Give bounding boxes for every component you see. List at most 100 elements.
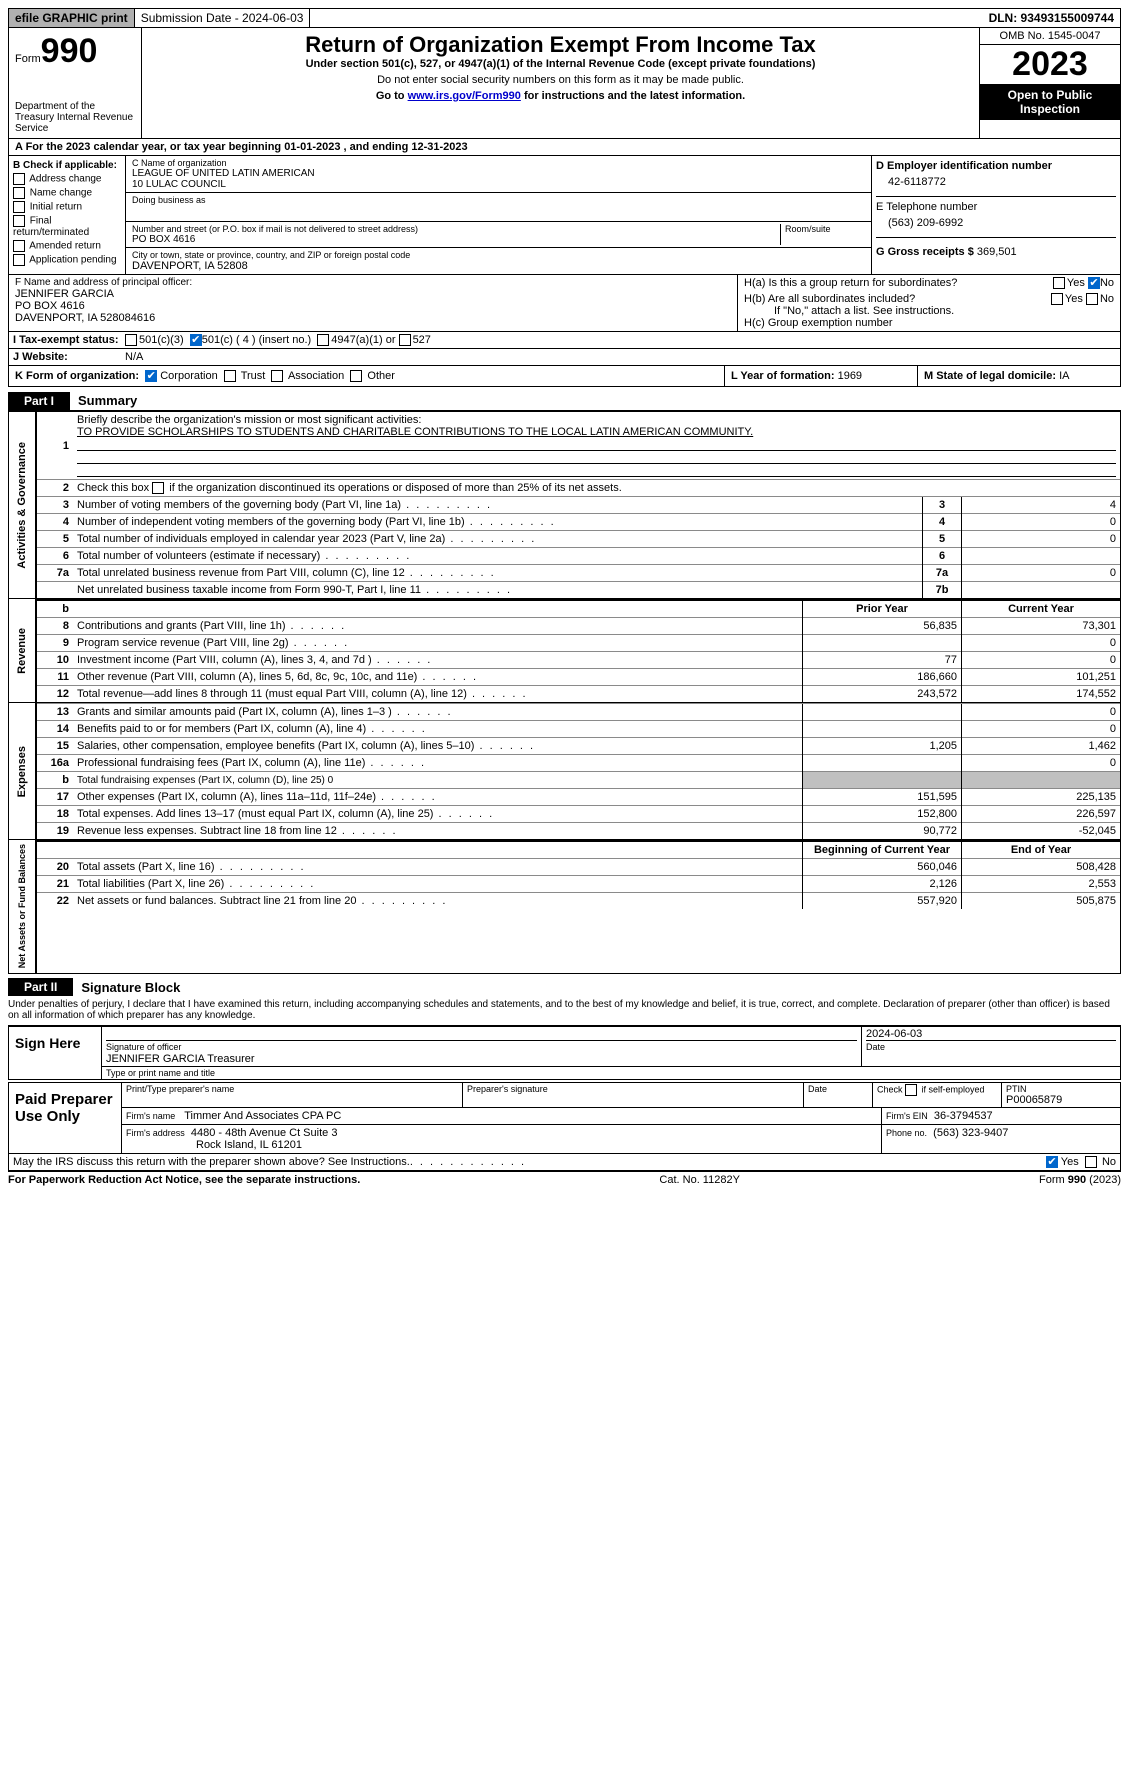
colb-checkbox[interactable]	[13, 240, 25, 252]
hb-note: If "No," attach a list. See instructions…	[744, 305, 1114, 317]
website-row: J Website: N/A	[8, 349, 1121, 366]
ein: 42-6118772	[876, 172, 1116, 196]
section-a: A For the 2023 calendar year, or tax yea…	[8, 139, 1121, 156]
sign-date-label: Date	[866, 1042, 885, 1052]
firm-addr1: 4480 - 48th Avenue Ct Suite 3	[191, 1127, 338, 1139]
firm-name-label: Firm's name	[126, 1111, 175, 1121]
corp-checkbox[interactable]: ✔	[145, 370, 157, 382]
part1-tab: Part I	[8, 392, 70, 410]
goto-post: for instructions and the latest informat…	[521, 90, 745, 102]
firm-ein: 36-3794537	[934, 1110, 993, 1122]
preparer-sig-label: Preparer's signature	[463, 1083, 804, 1107]
ha-no-checkbox[interactable]: ✔	[1088, 277, 1100, 289]
m-label: M State of legal domicile:	[924, 370, 1056, 382]
4947-checkbox[interactable]	[317, 334, 329, 346]
k-label: K Form of organization:	[15, 370, 139, 382]
org-name: LEAGUE OF UNITED LATIN AMERICAN 10 LULAC…	[132, 168, 865, 190]
501c-checkbox[interactable]: ✔	[190, 334, 202, 346]
end-year-header: End of Year	[962, 841, 1121, 859]
begin-year-header: Beginning of Current Year	[803, 841, 962, 859]
self-employed-checkbox[interactable]	[905, 1084, 917, 1096]
paid-preparer-block: Paid Preparer Use Only Print/Type prepar…	[8, 1082, 1121, 1154]
fh-row: F Name and address of principal officer:…	[8, 275, 1121, 332]
form-word: Form	[15, 53, 41, 65]
line2-checkbox[interactable]	[152, 482, 164, 494]
footer: For Paperwork Reduction Act Notice, see …	[8, 1171, 1121, 1186]
tax-year: 2023	[980, 45, 1120, 84]
public-inspection: Open to Public Inspection	[980, 84, 1120, 120]
officer-name: JENNIFER GARCIA	[15, 288, 731, 300]
footer-right: Form 990 (2023)	[1039, 1174, 1121, 1186]
sign-here-label: Sign Here	[9, 1027, 102, 1079]
bcd-grid: B Check if applicable: Address change Na…	[8, 156, 1121, 275]
discuss-text: May the IRS discuss this return with the…	[13, 1156, 410, 1168]
column-c: C Name of organization LEAGUE OF UNITED …	[126, 156, 872, 274]
discuss-no-checkbox[interactable]	[1085, 1156, 1097, 1168]
firm-phone: (563) 323-9407	[933, 1127, 1008, 1139]
ha-yes-checkbox[interactable]	[1053, 277, 1065, 289]
irs-link[interactable]: www.irs.gov/Form990	[408, 90, 521, 102]
colb-checkbox[interactable]	[13, 187, 25, 199]
footer-left: For Paperwork Reduction Act Notice, see …	[8, 1174, 360, 1186]
i-label: I Tax-exempt status:	[13, 334, 125, 346]
hb-yes-checkbox[interactable]	[1051, 293, 1063, 305]
c-name-label: C Name of organization	[132, 158, 865, 168]
top-bar: efile GRAPHIC print Submission Date - 20…	[8, 8, 1121, 28]
hc-label: H(c) Group exemption number	[744, 317, 1114, 329]
form-number: 990	[41, 32, 98, 70]
discuss-yes-checkbox[interactable]: ✔	[1046, 1156, 1058, 1168]
501c3-checkbox[interactable]	[125, 334, 137, 346]
form-title: Return of Organization Exempt From Incom…	[146, 32, 975, 58]
f-label: F Name and address of principal officer:	[15, 277, 731, 288]
subtitle-2: Do not enter social security numbers on …	[146, 74, 975, 86]
dba-label: Doing business as	[132, 195, 865, 205]
subtitle-1: Under section 501(c), 527, or 4947(a)(1)…	[146, 58, 975, 70]
governance-label: Activities & Governance	[16, 438, 28, 573]
net-assets-label: Net Assets or Fund Balances	[17, 840, 27, 972]
firm-phone-label: Phone no.	[886, 1128, 927, 1138]
colb-checkbox[interactable]	[13, 254, 25, 266]
form-header: Form990 Department of the Treasury Inter…	[8, 28, 1121, 139]
colb-checkbox[interactable]	[13, 201, 25, 213]
assoc-checkbox[interactable]	[271, 370, 283, 382]
sig-officer-label: Signature of officer	[106, 1042, 181, 1052]
klm-row: K Form of organization: ✔ Corporation Tr…	[8, 366, 1121, 387]
phone: (563) 209-6992	[876, 213, 1116, 237]
city-label: City or town, state or province, country…	[132, 250, 865, 260]
sign-block: Sign Here Signature of officer JENNIFER …	[8, 1025, 1121, 1080]
gross-receipts: 369,501	[977, 246, 1017, 258]
submission-date: Submission Date - 2024-06-03	[135, 9, 311, 27]
527-checkbox[interactable]	[399, 334, 411, 346]
officer-addr2: DAVENPORT, IA 528084616	[15, 312, 731, 324]
m-value: IA	[1059, 370, 1069, 382]
street-value: PO BOX 4616	[132, 234, 776, 245]
e-label: E Telephone number	[876, 201, 1116, 213]
line1-label: Briefly describe the organization's miss…	[77, 414, 421, 426]
type-print-label: Type or print name and title	[102, 1067, 1120, 1079]
trust-checkbox[interactable]	[224, 370, 236, 382]
firm-ein-label: Firm's EIN	[886, 1111, 928, 1121]
colb-checkbox[interactable]	[13, 173, 25, 185]
column-d: D Employer identification number 42-6118…	[872, 156, 1120, 274]
d-label: D Employer identification number	[876, 160, 1116, 172]
dept-label: Department of the Treasury Internal Reve…	[15, 101, 135, 134]
other-checkbox[interactable]	[350, 370, 362, 382]
part1-header: Part I Summary	[8, 391, 1121, 410]
room-label: Room/suite	[785, 224, 865, 234]
preparer-date-label: Date	[804, 1083, 873, 1107]
sig-officer-name: JENNIFER GARCIA Treasurer	[106, 1053, 255, 1065]
hb-no-checkbox[interactable]	[1086, 293, 1098, 305]
prior-year-header: Prior Year	[803, 600, 962, 618]
ptin-value: P00065879	[1006, 1094, 1116, 1106]
mission-text: TO PROVIDE SCHOLARSHIPS TO STUDENTS AND …	[77, 426, 753, 438]
col-b-label: B Check if applicable:	[13, 160, 121, 171]
officer-addr1: PO BOX 4616	[15, 300, 731, 312]
omb-number: OMB No. 1545-0047	[980, 28, 1120, 45]
footer-mid: Cat. No. 11282Y	[659, 1174, 740, 1186]
firm-addr2: Rock Island, IL 61201	[126, 1139, 302, 1151]
revenue-label: Revenue	[16, 624, 28, 678]
colb-checkbox[interactable]	[13, 215, 25, 227]
website-value: N/A	[125, 351, 143, 363]
ha-label: H(a) Is this a group return for subordin…	[744, 277, 957, 289]
tax-status-row: I Tax-exempt status: 501(c)(3) ✔ 501(c) …	[8, 332, 1121, 349]
